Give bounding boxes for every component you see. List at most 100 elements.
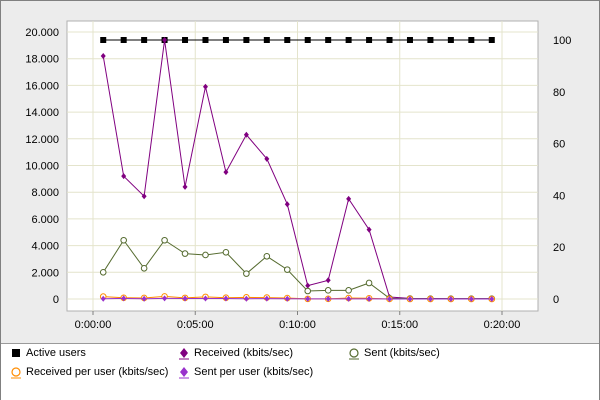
x-tick-label: 0:00:00 — [75, 319, 112, 331]
legend-label: Sent (kbits/sec) — [364, 347, 440, 360]
data-point — [305, 282, 311, 289]
data-point — [182, 295, 188, 302]
y-left-tick-label: 20.000 — [25, 27, 59, 39]
y-right-tick-label: 60 — [553, 139, 565, 151]
data-point — [243, 37, 250, 43]
data-point — [243, 131, 249, 138]
data-point — [100, 295, 106, 302]
data-point — [365, 279, 373, 287]
data-point — [366, 226, 372, 233]
data-point — [263, 252, 271, 260]
data-point — [448, 296, 454, 302]
data-point — [305, 295, 311, 302]
data-point — [141, 193, 147, 200]
data-point — [181, 250, 189, 257]
y-left-tick-label: 4.000 — [31, 241, 59, 253]
data-point — [121, 173, 127, 180]
data-point — [202, 37, 209, 43]
data-point — [243, 295, 249, 302]
data-point — [222, 248, 230, 256]
data-point — [182, 37, 189, 43]
chart-area: 0 2.000 4.000 6.000 8.000 10.000 12.000 14.000 1… — [1, 1, 599, 343]
legend-item-sent: Sent (kbits/sec) — [347, 345, 440, 361]
data-point — [427, 37, 434, 43]
data-point — [202, 83, 208, 90]
black-square-icon — [9, 346, 23, 360]
y-left-tick-label: 10.000 — [25, 161, 59, 173]
data-point — [447, 37, 454, 43]
y-right-tick-label: 40 — [553, 190, 565, 202]
data-point — [223, 295, 229, 302]
data-point — [468, 296, 474, 302]
y-right-tick-label: 100 — [553, 35, 571, 47]
legend-label: Sent per user (kbits/sec) — [194, 366, 314, 379]
legend-item-received-per-user: Received per user (kbits/sec) — [9, 364, 168, 380]
data-point — [325, 37, 332, 43]
data-point — [284, 295, 290, 302]
data-point — [345, 287, 352, 294]
data-point — [325, 295, 331, 302]
data-point — [162, 295, 168, 302]
data-point — [346, 195, 352, 202]
data-point — [222, 37, 229, 43]
data-point — [100, 37, 107, 43]
data-point — [100, 53, 106, 60]
legend-label: Active users — [26, 347, 86, 360]
y-left-tick-label: 12.000 — [25, 134, 59, 146]
data-point — [407, 296, 413, 302]
data-point — [387, 295, 393, 302]
x-tick-label: 0:10:00 — [279, 319, 316, 331]
legend-label: Received per user (kbits/sec) — [26, 366, 169, 379]
orange-circle-icon — [9, 365, 23, 379]
data-point — [304, 37, 311, 43]
data-point — [161, 236, 168, 244]
data-point — [346, 295, 352, 302]
data-point — [468, 37, 475, 43]
data-point — [488, 37, 495, 43]
data-point — [264, 295, 270, 302]
data-point — [263, 37, 270, 43]
data-point — [345, 37, 352, 43]
data-point — [324, 287, 332, 294]
data-point — [304, 287, 312, 295]
data-point — [325, 277, 331, 284]
legend-item-received: Received (kbits/sec) — [177, 345, 293, 361]
x-tick-label: 0:15:00 — [381, 319, 418, 331]
data-point — [264, 155, 270, 162]
data-point — [283, 266, 291, 273]
y-right-tick-label: 80 — [553, 87, 565, 99]
y-left-tick-label: 14.000 — [25, 107, 59, 119]
y-left-tick-label: 16.000 — [25, 80, 59, 92]
x-tick-label: 0:20:00 — [484, 319, 521, 331]
chart-legend: Active users Received (kbits/sec) Sent (… — [1, 343, 599, 400]
x-tick-label: 0:05:00 — [177, 319, 214, 331]
data-point — [386, 37, 393, 43]
data-point — [121, 295, 127, 302]
y-right-tick-label: 0 — [553, 294, 559, 306]
purple-diamond-icon — [177, 346, 191, 360]
data-point — [162, 37, 168, 44]
data-point — [202, 295, 208, 302]
data-point — [406, 37, 413, 43]
data-point — [284, 37, 291, 43]
data-point — [489, 296, 495, 302]
legend-label: Received (kbits/sec) — [194, 347, 294, 360]
legend-item-active-users: Active users — [9, 345, 86, 361]
legend-item-sent-per-user: Sent per user (kbits/sec) — [177, 364, 313, 380]
line-chart: 0 2.000 4.000 6.000 8.000 10.000 12.000 14.000 1… — [25, 20, 571, 331]
data-point — [427, 296, 433, 302]
violet-diamond-icon — [177, 365, 191, 379]
data-point — [120, 37, 127, 43]
y-left-tick-label: 8.000 — [31, 187, 59, 199]
data-point — [141, 295, 147, 302]
data-point — [99, 269, 107, 276]
data-point — [223, 169, 229, 176]
y-left-tick-label: 2.000 — [31, 267, 59, 279]
data-point — [140, 264, 148, 272]
series-line-4 — [103, 297, 492, 300]
y-right-tick-label: 20 — [553, 242, 565, 254]
data-point — [366, 295, 372, 302]
data-point — [284, 201, 290, 208]
data-point — [202, 251, 209, 259]
